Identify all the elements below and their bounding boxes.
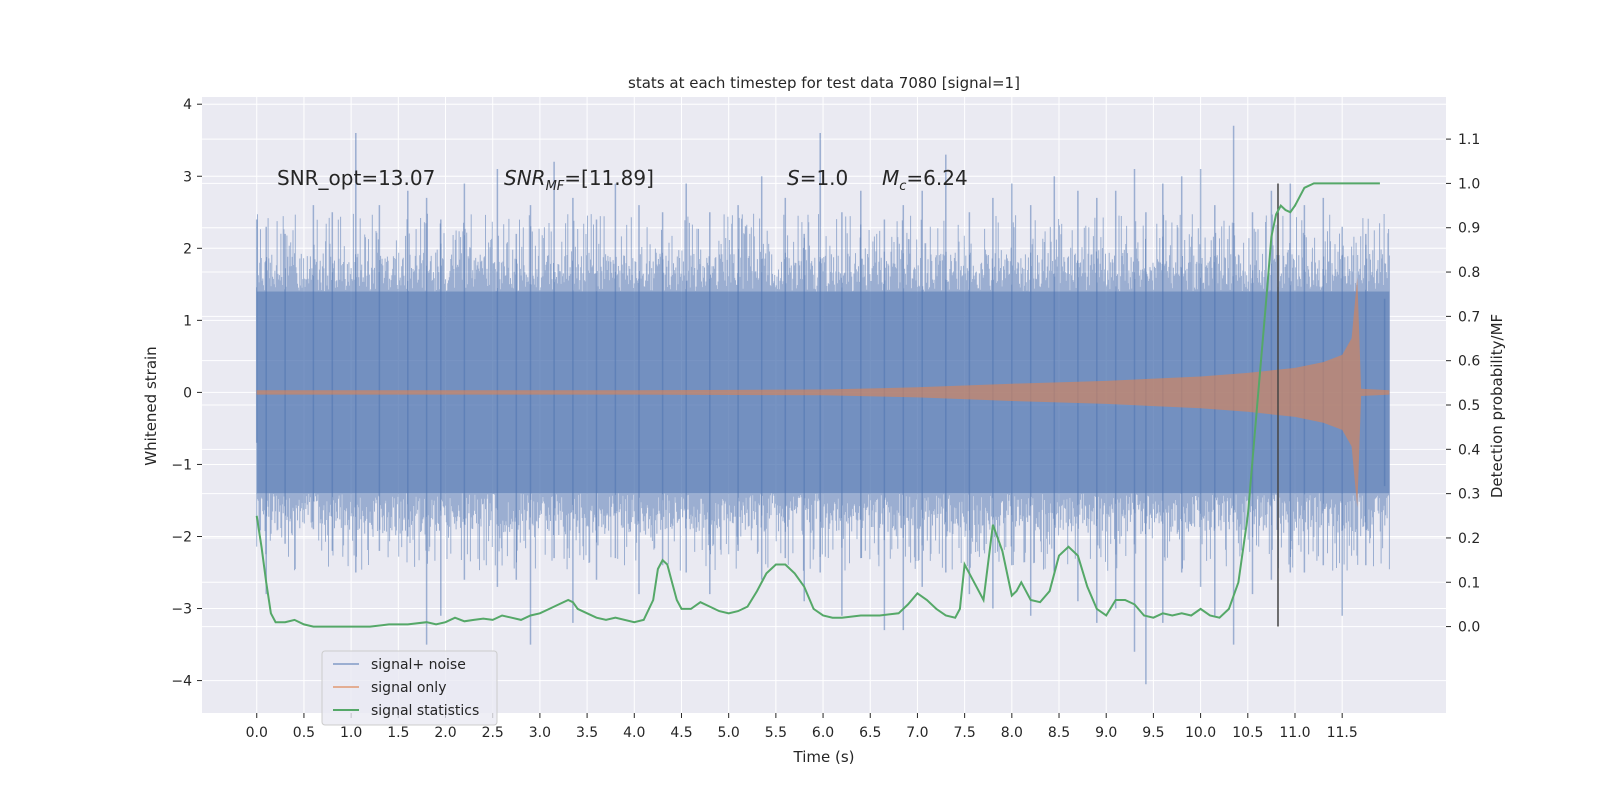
x-tick-label: 4.5 xyxy=(670,725,692,741)
x-tick-label: 5.5 xyxy=(765,725,787,741)
x-tick-label: 1.0 xyxy=(340,725,362,741)
legend-label-signal-statistics: signal statistics xyxy=(371,703,479,719)
x-tick-label: 8.0 xyxy=(1001,725,1023,741)
x-tick-label: 5.0 xyxy=(718,725,740,741)
x-tick-label: 11.5 xyxy=(1327,725,1358,741)
x-tick-label: 10.5 xyxy=(1232,725,1263,741)
y2-tick-label: 0.3 xyxy=(1458,487,1480,503)
x-tick-label: 0.5 xyxy=(293,725,315,741)
x-axis-ticks: 0.0 0.5 1.0 1.5 2.0 2.5 3.0 3.5 4.0 4.5 5.0 5.5 6.0 6… xyxy=(246,713,1358,741)
y-tick-label: 3 xyxy=(183,169,192,185)
y2-tick-label: 0.6 xyxy=(1458,354,1480,370)
y2-tick-label: 0.4 xyxy=(1458,442,1480,458)
y-tick-label: 2 xyxy=(183,241,192,257)
y2-axis-label: Detection probability/MF xyxy=(1488,314,1506,498)
y2-tick-label: 0.5 xyxy=(1458,398,1480,414)
legend-box xyxy=(321,650,498,726)
x-tick-label: 3.5 xyxy=(576,725,598,741)
x-tick-label: 6.5 xyxy=(859,725,881,741)
annotation-snr-opt: SNR_opt=13.07 xyxy=(277,166,435,190)
y-axis-label: Whitened strain xyxy=(142,346,160,465)
y-tick-label: −1 xyxy=(171,457,192,473)
y-tick-label: −2 xyxy=(171,529,192,545)
chart-title: stats at each timestep for test data 708… xyxy=(628,74,1020,92)
x-tick-label: 0.0 xyxy=(246,725,268,741)
y-tick-label: 4 xyxy=(183,97,192,113)
x-tick-label: 2.0 xyxy=(434,725,456,741)
y2-tick-label: 0.1 xyxy=(1458,575,1480,591)
legend: signal+ noise signal only signal statist… xyxy=(321,650,498,726)
y2-tick-label: 1.1 xyxy=(1458,132,1480,148)
x-tick-label: 7.5 xyxy=(954,725,976,741)
annotation-snr-mf: SNRMF=[11.89] xyxy=(504,166,654,194)
x-tick-label: 6.0 xyxy=(812,725,834,741)
y2-tick-label: 0.0 xyxy=(1458,620,1480,636)
series-signal-statistics xyxy=(255,182,1380,628)
statistics-line xyxy=(255,182,1380,628)
y2-tick-label: 0.7 xyxy=(1458,309,1480,325)
x-tick-label: 7.0 xyxy=(906,725,928,741)
y2-tick-label: 0.9 xyxy=(1458,221,1480,237)
annotation-mc: Mc=6.24 xyxy=(882,166,968,194)
signal-envelope xyxy=(256,277,1390,508)
legend-label-signal-plus-noise: signal+ noise xyxy=(371,657,466,673)
x-tick-label: 4.0 xyxy=(623,725,645,741)
y-axis-ticks: −4 −3 −2 −1 0 1 2 3 4 xyxy=(171,97,202,690)
y2-tick-label: 0.8 xyxy=(1458,265,1480,281)
y2-tick-label: 1.0 xyxy=(1458,176,1480,192)
x-tick-label: 9.5 xyxy=(1142,725,1164,741)
series-signal-only xyxy=(256,277,1390,508)
x-tick-label: 11.0 xyxy=(1279,725,1310,741)
y-tick-label: −4 xyxy=(171,674,192,690)
x-tick-label: 2.5 xyxy=(482,725,504,741)
y2-axis-ticks: 0.0 0.1 0.2 0.3 0.4 0.5 0.6 0.7 0.8 0.9 1.0 1.1 xyxy=(1446,132,1480,636)
y-tick-label: 0 xyxy=(183,385,192,401)
x-tick-label: 9.0 xyxy=(1095,725,1117,741)
y2-tick-label: 0.2 xyxy=(1458,531,1480,547)
x-tick-label: 10.0 xyxy=(1185,725,1216,741)
x-axis-label: Time (s) xyxy=(793,748,855,766)
annotation-s: S=1.0 xyxy=(787,166,848,190)
y-tick-label: 1 xyxy=(183,313,192,329)
y-tick-label: −3 xyxy=(171,602,192,618)
x-tick-label: 3.0 xyxy=(529,725,551,741)
x-tick-label: 8.5 xyxy=(1048,725,1070,741)
x-tick-label: 1.5 xyxy=(387,725,409,741)
legend-label-signal-only: signal only xyxy=(371,680,446,696)
